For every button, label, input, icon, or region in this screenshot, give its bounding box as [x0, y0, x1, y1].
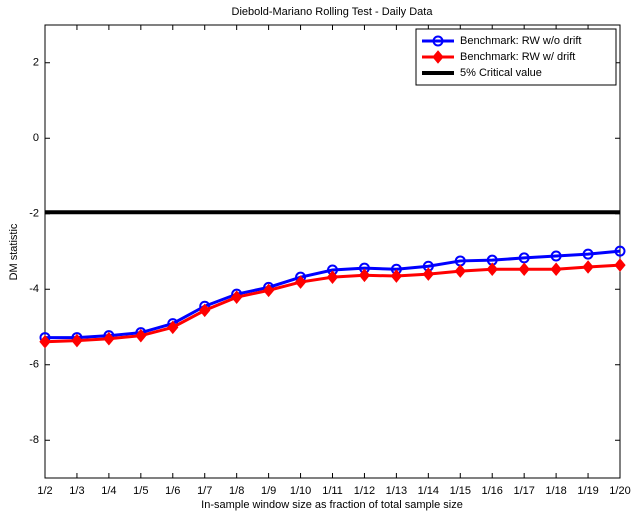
marker	[454, 264, 466, 278]
chart-title: Diebold-Mariano Rolling Test - Daily Dat…	[232, 6, 434, 18]
marker	[486, 262, 498, 277]
marker	[390, 269, 403, 283]
x-tick-label: 1/10	[290, 485, 311, 497]
x-tick-label: 1/12	[354, 485, 375, 497]
marker	[518, 262, 530, 277]
x-tick-label: 1/5	[133, 485, 148, 497]
x-tick-label: 1/20	[609, 485, 630, 497]
marker	[550, 262, 562, 277]
marker	[518, 252, 530, 264]
x-tick-label: 1/7	[197, 485, 212, 497]
marker	[294, 275, 307, 289]
plot-area	[44, 24, 621, 479]
x-tick-label: 1/2	[37, 485, 52, 497]
x-tick-label: 1/4	[101, 485, 116, 497]
x-tick-label: 1/17	[513, 485, 534, 497]
marker	[103, 331, 115, 346]
x-tick-label: 1/8	[229, 485, 244, 497]
legend-label: Benchmark: RW w/ drift	[460, 51, 575, 63]
marker	[262, 283, 275, 298]
legend: Benchmark: RW w/o drift Benchmark: RW w/ …	[415, 28, 617, 86]
marker	[432, 50, 444, 64]
marker	[614, 245, 626, 257]
marker	[71, 333, 83, 348]
y-axis-label: DM statistic	[8, 223, 20, 280]
marker	[167, 320, 179, 335]
x-tick-label: 1/19	[577, 485, 598, 497]
x-tick-label: 1/14	[418, 485, 439, 497]
y-tick-label: 2	[33, 57, 39, 69]
x-tick-label: 1/9	[261, 485, 276, 497]
x-tick-label: 1/6	[165, 485, 180, 497]
marker	[231, 290, 243, 304]
marker	[550, 250, 562, 262]
x-tick-label: 1/3	[69, 485, 84, 497]
y-tick-label: -4	[29, 283, 39, 295]
marker	[39, 334, 51, 349]
legend-label: Benchmark: RW w/o drift	[460, 35, 581, 47]
marker	[614, 258, 626, 272]
marker	[326, 270, 339, 284]
x-tick-label: 1/18	[545, 485, 566, 497]
x-tick-label: 1/11	[322, 485, 343, 497]
marker	[358, 268, 371, 283]
y-tick-label: -2	[29, 208, 39, 220]
marker	[582, 260, 594, 274]
y-tick-label: -8	[29, 434, 39, 446]
x-tick-label: 1/15	[450, 485, 471, 497]
marker	[422, 267, 434, 281]
marker	[432, 35, 444, 47]
y-tick-label: -6	[29, 359, 39, 371]
marker	[135, 328, 147, 343]
y-tick-label: 0	[33, 132, 39, 144]
marker	[582, 248, 594, 260]
x-axis-label: In-sample window size as fraction of tot…	[201, 499, 463, 511]
x-tick-label: 1/16	[482, 485, 503, 497]
legend-label: 5% Critical value	[460, 67, 542, 79]
x-tick-label: 1/13	[386, 485, 407, 497]
marker	[199, 303, 211, 318]
